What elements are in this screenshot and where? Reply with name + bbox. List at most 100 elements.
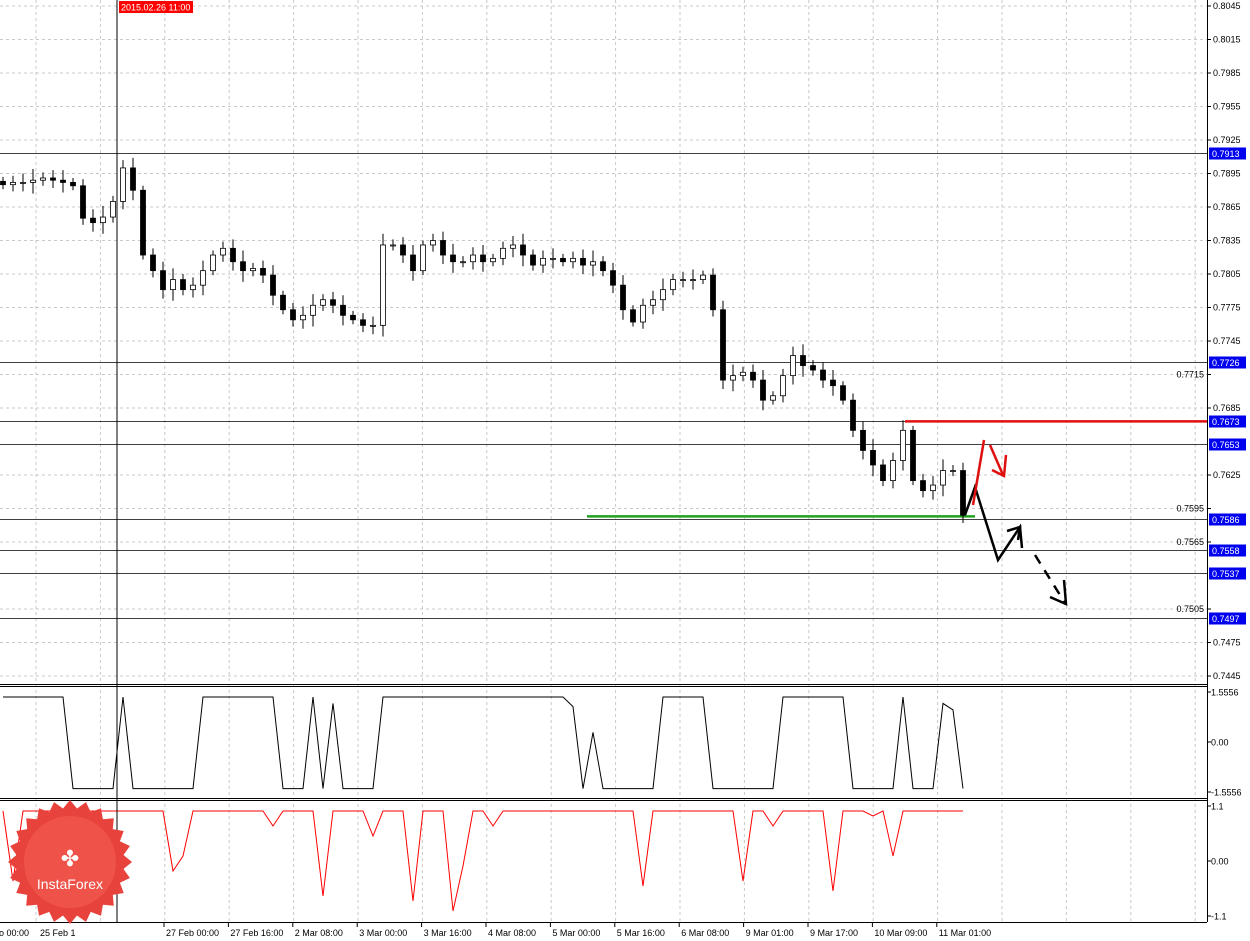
price-tick-label: 0.8045 xyxy=(1213,1,1241,11)
candle-bull xyxy=(650,299,656,306)
time-label: 25 Feb 1 xyxy=(40,928,76,938)
time-label: 10 Mar 09:00 xyxy=(874,928,927,938)
candle-bear xyxy=(240,261,246,272)
candle-bull xyxy=(220,247,226,256)
candle-bull xyxy=(430,240,436,246)
crosshair-time-label: 2015.02.26 11:00 xyxy=(121,3,190,13)
candle-bull xyxy=(20,182,26,184)
black-arrowhead xyxy=(1006,525,1022,541)
candle-bear xyxy=(760,379,766,401)
price-tick-label: 0.7805 xyxy=(1213,269,1241,279)
price-tick-label: 0.7775 xyxy=(1213,303,1241,313)
candle-bull xyxy=(930,484,936,492)
candle-bear xyxy=(600,261,606,272)
candle-bear xyxy=(230,247,236,263)
candle-bear xyxy=(720,309,726,381)
time-label: 3 Mar 00:00 xyxy=(359,928,407,938)
price-tick-label: 0.7595 xyxy=(1176,504,1204,514)
candle-bull xyxy=(660,289,666,301)
candle-bull xyxy=(700,274,706,280)
candle-bear xyxy=(270,274,276,296)
candle-bear xyxy=(530,254,536,266)
price-tick-label: 0.7445 xyxy=(1213,671,1241,681)
indicator1-line xyxy=(3,696,964,790)
candle-bear xyxy=(630,309,636,323)
candle-bear xyxy=(450,254,456,263)
dashed-arrowhead xyxy=(1049,579,1068,606)
candle-bear xyxy=(580,257,586,266)
price-tick-label: 0.7955 xyxy=(1213,102,1241,112)
candle-bull xyxy=(770,395,776,401)
candle-bull xyxy=(730,375,736,381)
candle-bull xyxy=(10,182,16,186)
candle-bear xyxy=(480,254,486,263)
price-tick-label: 0.8015 xyxy=(1213,35,1241,45)
candle-bear xyxy=(560,257,566,263)
price-tick-label: 0.7565 xyxy=(1176,537,1204,547)
candle-bear xyxy=(280,294,286,311)
logo-icon: ✤ xyxy=(61,846,79,871)
indicator1-tick-label: 1.5556 xyxy=(1211,688,1239,698)
level-label-bg xyxy=(1209,567,1246,580)
level-label: 0.7558 xyxy=(1212,546,1240,556)
candle-bear xyxy=(710,274,716,311)
candle-bear xyxy=(50,177,56,181)
candle-bull xyxy=(190,284,196,291)
candle-bear xyxy=(960,470,966,516)
red-arrow-up xyxy=(971,439,986,506)
candle-bear xyxy=(610,270,616,286)
red-arrow-down xyxy=(988,444,1005,476)
candles xyxy=(0,157,966,524)
level-label-bg xyxy=(1209,147,1246,160)
price-tick-label: 0.7925 xyxy=(1213,135,1241,145)
level-label-bg xyxy=(1209,513,1246,526)
candle-bear xyxy=(0,180,6,186)
candle-bull xyxy=(250,268,256,272)
price-tick-label: 0.7715 xyxy=(1176,370,1204,380)
candle-bull xyxy=(500,247,506,259)
candle-bull xyxy=(690,279,696,281)
candle-bear xyxy=(60,179,66,183)
candle-bull xyxy=(890,460,896,481)
candle-bull xyxy=(490,257,496,263)
candle-bear xyxy=(350,314,356,321)
candle-bull xyxy=(420,244,426,272)
candle-bull xyxy=(40,177,46,181)
time-label: 4 Mar 08:00 xyxy=(488,928,536,938)
candle-bull xyxy=(550,257,556,260)
candle-bull xyxy=(640,304,646,323)
candle-bear xyxy=(850,399,856,431)
pane-borders xyxy=(0,0,1208,923)
indicator2-tick-label: 0.00 xyxy=(1211,857,1229,867)
candle-bull xyxy=(950,470,956,472)
time-label: 27 Feb 00:00 xyxy=(166,928,219,938)
candle-bull xyxy=(670,279,676,291)
time-label: 9 Mar 17:00 xyxy=(810,928,858,938)
candle-bull xyxy=(900,429,906,461)
candle-bear xyxy=(810,365,816,371)
price-tick-label: 0.7475 xyxy=(1213,638,1241,648)
level-label-bg xyxy=(1209,438,1246,451)
indicator2-tick-label: 1.1 xyxy=(1211,802,1224,812)
level-label: 0.7913 xyxy=(1212,149,1240,159)
price-tick-label: 0.7895 xyxy=(1213,169,1241,179)
price-tick-label: 0.7985 xyxy=(1213,68,1241,78)
candle-bull xyxy=(780,375,786,397)
candle-bull xyxy=(590,261,596,266)
time-label: 11 Mar 01:00 xyxy=(939,928,991,938)
candle-bear xyxy=(440,240,446,256)
candle-bear xyxy=(620,284,626,311)
time-label: 27 Feb 16:00 xyxy=(230,928,283,938)
candle-bull xyxy=(390,244,396,247)
time-label: o 00:00 xyxy=(0,928,29,938)
candle-bear xyxy=(520,244,526,256)
level-label: 0.7586 xyxy=(1212,515,1240,525)
candle-bear xyxy=(90,217,96,224)
indicator2-tick-label: -1.1 xyxy=(1211,912,1227,922)
candle-bear xyxy=(260,268,266,276)
candle-bull xyxy=(940,470,946,486)
indicator1-tick-label: 0.00 xyxy=(1211,738,1229,748)
level-label: 0.7726 xyxy=(1212,358,1240,368)
black-forecast-arrow xyxy=(963,483,1024,563)
